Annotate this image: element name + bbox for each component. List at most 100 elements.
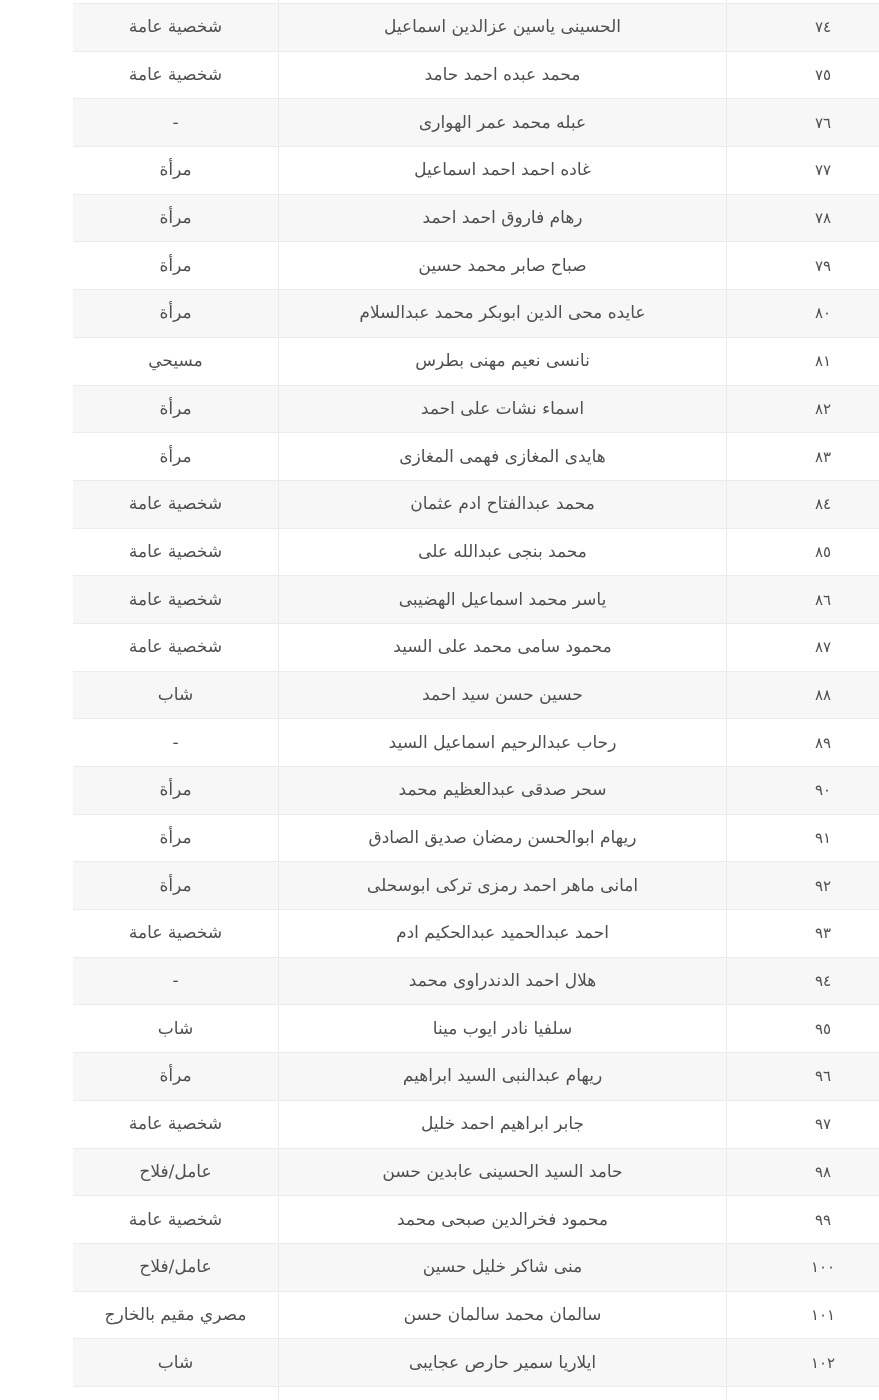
table-row: ٩١ ريهام ابوالحسن رمضان صديق الصادق مرأة	[73, 814, 879, 863]
row-person-name: رهام فاروق احمد احمد	[278, 194, 726, 242]
row-category: شخصية عامة	[128, 637, 223, 658]
row-serial-number: ٨٣	[726, 433, 879, 480]
table-row: ٨٥ محمد بنجى عبدالله على شخصية عامة	[73, 528, 879, 577]
row-category: مرأة	[159, 875, 192, 896]
row-category: مرأة	[159, 446, 192, 467]
row-person-name: سحر صدقى عبدالعظيم محمد	[278, 767, 726, 814]
row-serial-number: ٨٦	[726, 576, 879, 623]
row-category: -	[172, 732, 179, 753]
row-serial-number: ٧٧	[726, 147, 879, 194]
partial-cell-name	[278, 1386, 726, 1400]
row-serial-number: ٩٣	[726, 910, 879, 957]
row-serial-number: ٨٥	[726, 528, 879, 576]
row-category: مرأة	[159, 398, 192, 419]
row-person-name: ياسر محمد اسماعيل الهضيبى	[278, 576, 726, 623]
row-serial-number: ٨٨	[726, 671, 879, 719]
partial-row-top	[73, 0, 879, 4]
row-category: عامل/فلاح	[139, 1161, 212, 1182]
row-category: مسيحي	[148, 351, 203, 372]
row-person-name: غاده احمد احمد اسماعيل	[278, 147, 726, 194]
row-serial-number: ٩١	[726, 814, 879, 862]
table-row: ٩٥ سلفيا نادر ايوب مينا شاب	[73, 1005, 879, 1054]
row-serial-number: ٩٤	[726, 957, 879, 1005]
row-person-name: محمد عبده احمد حامد	[278, 51, 726, 99]
row-person-name: اسماء نشات على احمد	[278, 385, 726, 433]
table-row: ١٠٠ منى شاكر خليل حسين عامل/فلاح	[73, 1243, 879, 1292]
row-serial-number: ٨٠	[726, 290, 879, 337]
row-person-name: رحاب عبدالرحيم اسماعيل السيد	[278, 719, 726, 766]
row-person-name: الحسينى ياسين عزالدين اسماعيل	[278, 4, 726, 51]
row-category: مرأة	[159, 828, 192, 849]
table-row: ٨١ نانسى نعيم مهنى بطرس مسيحي	[73, 337, 879, 386]
row-person-name: ريهام عبدالنبى السيد ابراهيم	[278, 1053, 726, 1100]
table-row: ٩٣ احمد عبدالحميد عبدالحكيم ادم شخصية عا…	[73, 910, 879, 958]
row-category: عامل/فلاح	[139, 1257, 212, 1278]
table-row: ٩٢ امانى ماهر احمد رمزى تركى ابوسحلى مرأ…	[73, 862, 879, 911]
row-category: -	[172, 971, 179, 992]
partial-cell-category	[73, 1387, 278, 1400]
row-serial-number: ٨١	[726, 337, 879, 385]
row-person-name: نانسى نعيم مهنى بطرس	[278, 337, 726, 385]
table-row: ٧٧ غاده احمد احمد اسماعيل مرأة	[73, 147, 879, 195]
row-serial-number: ٨٤	[726, 480, 879, 528]
table-row: ٧٤ الحسينى ياسين عزالدين اسماعيل شخصية ع…	[73, 4, 879, 52]
row-person-name: ايلاريا سمير حارص عجايبى	[278, 1339, 726, 1386]
row-serial-number: ٧٩	[726, 242, 879, 290]
row-serial-number: ٩٧	[726, 1100, 879, 1148]
names-table-body: ٧٤ الحسينى ياسين عزالدين اسماعيل شخصية ع…	[73, 4, 879, 1387]
row-category: شخصية عامة	[128, 494, 223, 515]
table-row: ٨٦ ياسر محمد اسماعيل الهضيبى شخصية عامة	[73, 576, 879, 624]
row-person-name: عبله محمد عمر الهوارى	[278, 99, 726, 147]
table-row: ٨٠ عايده محى الدين ابوبكر محمد عبدالسلام…	[73, 290, 879, 338]
table-row: ٨٤ محمد عبدالفتاح ادم عثمان شخصية عامة	[73, 480, 879, 529]
row-serial-number: ٨٧	[726, 623, 879, 671]
row-category: شاب	[157, 684, 194, 705]
row-serial-number: ٩٨	[726, 1148, 879, 1196]
table-row: ٨٧ محمود سامى محمد على السيد شخصية عامة	[73, 623, 879, 672]
row-category: -	[172, 112, 179, 133]
row-serial-number: ٧٥	[726, 51, 879, 99]
row-category: شخصية عامة	[128, 1209, 223, 1230]
row-person-name: محمد عبدالفتاح ادم عثمان	[278, 480, 726, 528]
row-category: مرأة	[159, 780, 192, 801]
row-category: شخصية عامة	[128, 17, 223, 38]
row-serial-number: ٩٦	[726, 1053, 879, 1100]
row-person-name: حسين حسن سيد احمد	[278, 671, 726, 719]
row-category: مرأة	[159, 160, 192, 181]
row-category: شاب	[157, 1018, 194, 1039]
table-row: ٧٥ محمد عبده احمد حامد شخصية عامة	[73, 51, 879, 100]
partial-cell-category	[73, 0, 278, 3]
row-serial-number: ٨٩	[726, 719, 879, 766]
row-category: مرأة	[159, 208, 192, 229]
row-category: شاب	[157, 1352, 194, 1373]
row-person-name: امانى ماهر احمد رمزى تركى ابوسحلى	[278, 862, 726, 910]
table-row: ٨٣ هايدى المغازى فهمى المغازى مرأة	[73, 433, 879, 481]
row-serial-number: ٩٠	[726, 767, 879, 814]
row-category: مرأة	[159, 255, 192, 276]
row-person-name: صباح صابر محمد حسين	[278, 242, 726, 290]
table-row: ٩٦ ريهام عبدالنبى السيد ابراهيم مرأة	[73, 1053, 879, 1101]
row-person-name: منى شاكر خليل حسين	[278, 1243, 726, 1291]
row-person-name: احمد عبدالحميد عبدالحكيم ادم	[278, 910, 726, 957]
table-row: ٩٨ حامد السيد الحسينى عابدين حسن عامل/فل…	[73, 1148, 879, 1197]
row-person-name: محمد بنجى عبدالله على	[278, 528, 726, 576]
table-row: ٩٠ سحر صدقى عبدالعظيم محمد مرأة	[73, 767, 879, 815]
partial-cell-serial	[726, 1386, 879, 1400]
row-category: شخصية عامة	[128, 589, 223, 610]
row-serial-number: ٧٨	[726, 194, 879, 242]
row-category: مصري مقيم بالخارج	[104, 1304, 247, 1325]
row-person-name: ريهام ابوالحسن رمضان صديق الصادق	[278, 814, 726, 862]
table-row: ٨٢ اسماء نشات على احمد مرأة	[73, 385, 879, 434]
partial-cell-name	[278, 0, 726, 3]
row-person-name: محمود فخرالدين صبحى محمد	[278, 1196, 726, 1243]
row-person-name: جابر ابراهيم احمد خليل	[278, 1100, 726, 1148]
row-person-name: سلفيا نادر ايوب مينا	[278, 1005, 726, 1053]
table-row: ٧٦ عبله محمد عمر الهوارى -	[73, 99, 879, 148]
row-person-name: سالمان محمد سالمان حسن	[278, 1291, 726, 1339]
row-person-name: عايده محى الدين ابوبكر محمد عبدالسلام	[278, 290, 726, 337]
row-serial-number: ٩٥	[726, 1005, 879, 1053]
table-row: ٨٩ رحاب عبدالرحيم اسماعيل السيد -	[73, 719, 879, 767]
row-serial-number: ٧٦	[726, 99, 879, 147]
table-row: ١٠٢ ايلاريا سمير حارص عجايبى شاب	[73, 1339, 879, 1387]
